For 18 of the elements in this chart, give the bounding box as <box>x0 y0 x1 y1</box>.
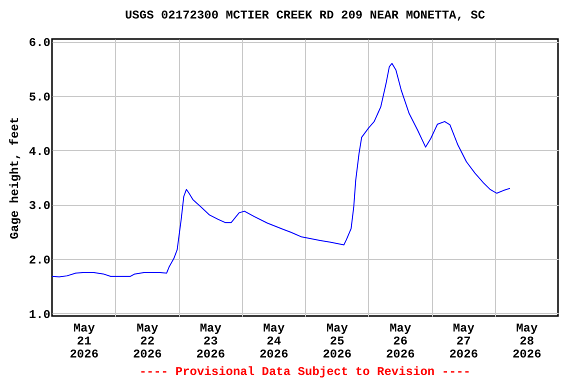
x-tick-label: May 26 2026 <box>386 322 415 362</box>
y-tick-label: 6.0 <box>28 36 50 50</box>
y-tick-label: 2.0 <box>28 253 50 268</box>
y-tick-label: 4.0 <box>28 144 50 159</box>
y-tick-label: 3.0 <box>28 199 50 214</box>
y-axis-title: Gage height, feet <box>8 116 22 240</box>
x-tick-label: May 27 2026 <box>449 322 478 362</box>
y-tick-label: 5.0 <box>28 90 50 105</box>
y-tick-label: 1.0 <box>28 308 50 322</box>
line-series <box>52 62 510 278</box>
x-tick-label: May 21 2026 <box>70 322 99 362</box>
x-tick-label: May 22 2026 <box>132 322 162 362</box>
x-tick-label: May 24 2026 <box>259 322 288 362</box>
x-tick-label: May 25 2026 <box>322 322 352 362</box>
chart-title: USGS 02172300 MCTIER CREEK RD 209 NEAR MONETTA, SC <box>124 8 486 23</box>
x-tick-label: May 23 2026 <box>196 322 226 362</box>
text: ---- Provisional Data Subject to Revision ---- <box>138 365 472 379</box>
x-tick-label: May 28 2026 <box>512 322 542 362</box>
